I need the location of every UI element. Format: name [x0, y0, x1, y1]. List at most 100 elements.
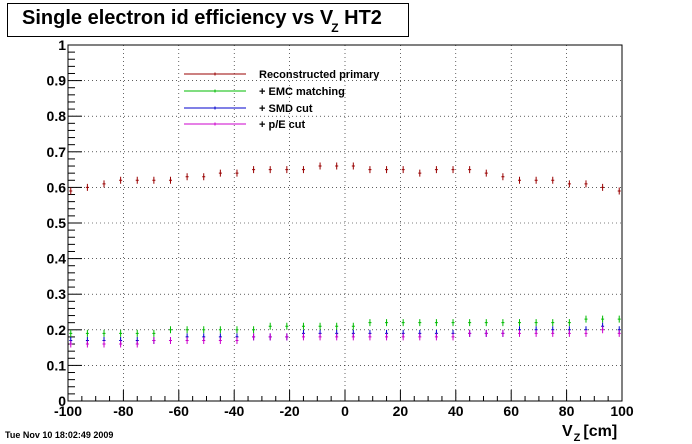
data-point — [584, 180, 588, 188]
data-point — [69, 340, 73, 348]
data-point — [451, 166, 455, 174]
x-axis-label-main: V — [562, 423, 573, 440]
data-point — [102, 329, 106, 337]
data-point — [601, 183, 605, 191]
legend-label: + p/E cut — [259, 119, 305, 131]
data-point — [285, 166, 289, 174]
series--emc-matching — [69, 315, 621, 337]
data-point — [202, 173, 206, 181]
data-point — [202, 326, 206, 334]
data-point — [185, 336, 189, 344]
data-point — [268, 322, 272, 330]
data-point — [551, 329, 555, 337]
x-tick-label: -20 — [279, 403, 299, 419]
y-tick-label: 0.4 — [47, 251, 67, 267]
x-axis-label-unit: [cm] — [583, 423, 618, 440]
data-point — [268, 333, 272, 341]
data-point — [401, 333, 405, 341]
data-point — [534, 319, 538, 327]
data-point — [301, 166, 305, 174]
y-tick-label: 0.5 — [47, 215, 67, 231]
series--p-e-cut — [69, 326, 621, 348]
data-point — [235, 326, 239, 334]
data-point — [385, 166, 389, 174]
y-tick-label: 0.6 — [47, 179, 67, 195]
data-point — [168, 176, 172, 184]
data-point — [135, 176, 139, 184]
data-point — [551, 176, 555, 184]
y-tick-label: 0.8 — [47, 108, 67, 124]
data-point — [518, 329, 522, 337]
data-point — [301, 333, 305, 341]
data-point — [252, 166, 256, 174]
legend-label: + SMD cut — [259, 103, 313, 115]
data-point — [368, 166, 372, 174]
data-point — [285, 322, 289, 330]
x-tick-label: -100 — [54, 403, 82, 419]
y-tick-label: 0.9 — [47, 73, 67, 89]
data-point — [235, 336, 239, 344]
y-tick-label: 0.2 — [47, 322, 67, 338]
data-point — [85, 340, 89, 348]
data-point — [484, 329, 488, 337]
data-point — [301, 322, 305, 330]
data-point — [567, 329, 571, 337]
data-point — [434, 166, 438, 174]
data-point — [119, 340, 123, 348]
data-point — [501, 319, 505, 327]
data-point — [468, 166, 472, 174]
data-point — [468, 329, 472, 337]
data-point — [385, 319, 389, 327]
data-point — [385, 333, 389, 341]
x-tick-label: 60 — [503, 403, 519, 419]
y-tick-label: 0.7 — [47, 144, 67, 160]
data-point — [335, 162, 339, 170]
data-point — [152, 329, 156, 337]
data-point — [368, 333, 372, 341]
chart-title-main: Single electron id efficiency vs V — [22, 7, 334, 29]
data-point — [401, 319, 405, 327]
data-point — [168, 336, 172, 344]
data-point — [252, 333, 256, 341]
data-point — [218, 169, 222, 177]
data-point — [434, 333, 438, 341]
data-point — [451, 333, 455, 341]
data-point — [584, 315, 588, 323]
data-point — [268, 166, 272, 174]
data-point — [69, 329, 73, 337]
x-tick-label: 80 — [559, 403, 575, 419]
x-tick-label: 40 — [448, 403, 464, 419]
x-tick-label: -60 — [169, 403, 189, 419]
data-point — [69, 187, 73, 195]
data-point — [468, 319, 472, 327]
data-point — [119, 176, 123, 184]
y-tick-label: 1 — [58, 37, 66, 53]
data-point — [617, 329, 621, 337]
data-point — [135, 329, 139, 337]
legend-label: + EMC matching — [259, 86, 345, 98]
series-reconstructed-primary — [69, 162, 621, 195]
chart-title-subscript: Z — [331, 21, 339, 35]
data-point — [135, 340, 139, 348]
y-tick-label: 0.1 — [47, 357, 67, 373]
data-point — [102, 340, 106, 348]
data-point — [601, 315, 605, 323]
data-point — [617, 315, 621, 323]
data-point — [584, 329, 588, 337]
data-point — [335, 333, 339, 341]
legend-label: Reconstructed primary — [259, 69, 380, 81]
data-point — [351, 162, 355, 170]
data-point — [484, 169, 488, 177]
data-point — [418, 169, 422, 177]
data-point — [318, 333, 322, 341]
data-point — [484, 319, 488, 327]
data-point — [119, 329, 123, 337]
data-point — [185, 326, 189, 334]
data-point — [218, 326, 222, 334]
data-point — [551, 319, 555, 327]
data-point — [152, 176, 156, 184]
data-point — [401, 166, 405, 174]
data-point — [185, 173, 189, 181]
data-point — [102, 180, 106, 188]
